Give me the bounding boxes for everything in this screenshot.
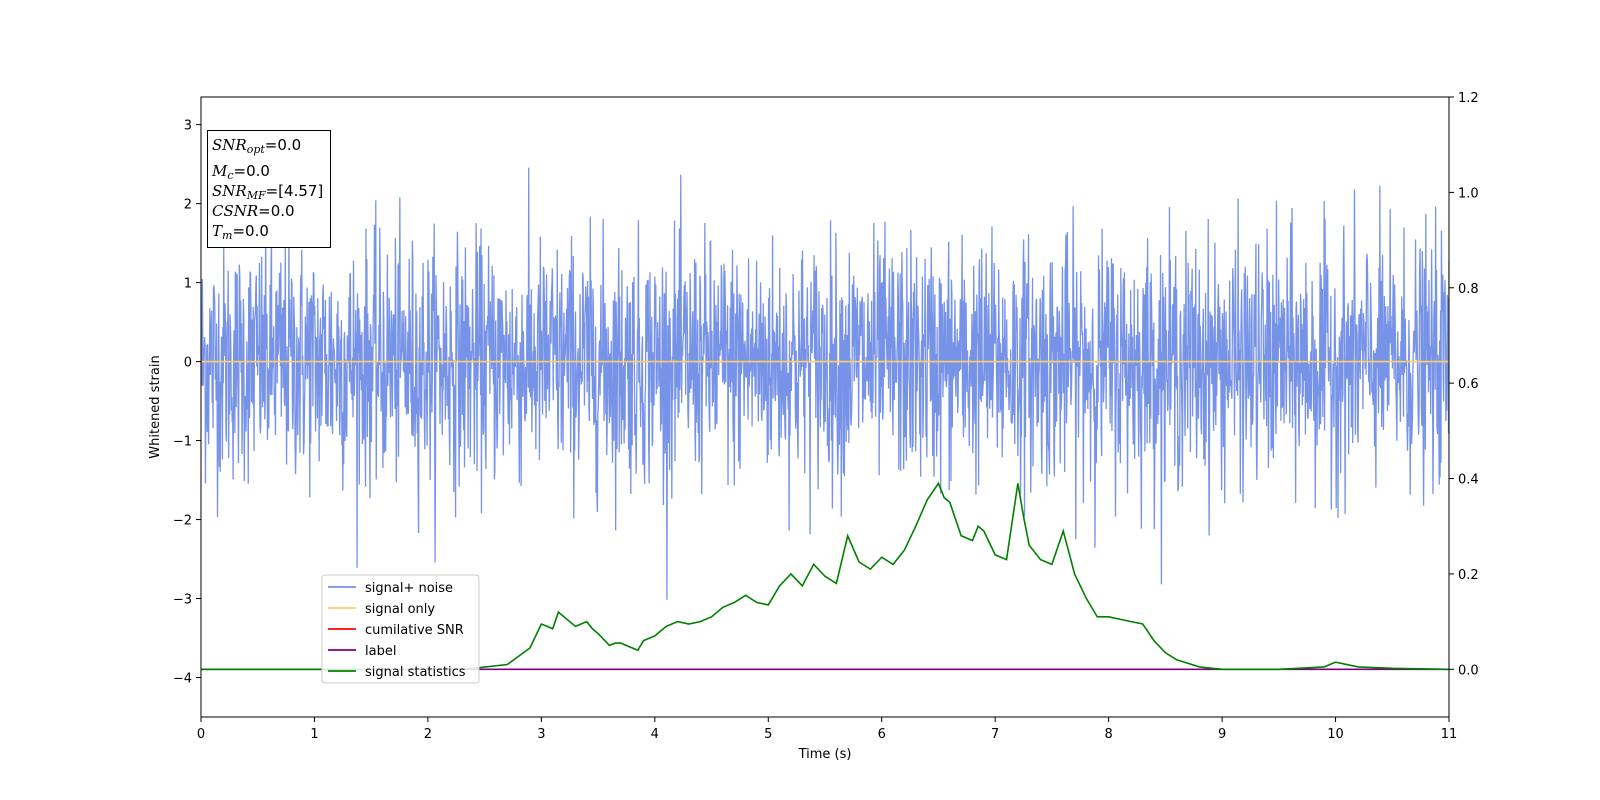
series-signal-noise — [201, 167, 1449, 600]
snr-opt-symbol: SNR — [212, 136, 247, 154]
csnr-value: =0.0 — [258, 202, 295, 220]
snr-mf-subscript: MF — [246, 189, 266, 202]
y-tick-label: 0 — [184, 356, 192, 371]
x-tick-label: 3 — [537, 727, 545, 742]
legend-box — [321, 574, 480, 684]
legend: signal+ noise signal only cumilative SNR la… — [321, 574, 480, 684]
x-axis-ticks: 0 1 2 3 4 5 6 7 8 9 10 11 — [197, 717, 1457, 742]
y-tick-label: 2 — [184, 198, 192, 213]
snr-opt-subscript: opt — [246, 143, 265, 156]
x-tick-label: 10 — [1327, 727, 1344, 742]
y2-tick-label: 0.0 — [1458, 663, 1479, 678]
x-tick-label: 2 — [424, 727, 432, 742]
y2-tick-label: 0.2 — [1458, 568, 1479, 583]
stats-snr-opt: SNRopt=0.0 — [212, 135, 330, 161]
y-tick-label: −4 — [173, 672, 192, 687]
y2-tick-label: 0.6 — [1458, 377, 1479, 392]
x-axis-label: Time (s) — [798, 747, 852, 762]
snr-mf-symbol: SNR — [212, 182, 247, 200]
noise-series-layer — [201, 167, 1449, 600]
x-tick-label: 6 — [878, 727, 886, 742]
x-tick-label: 1 — [310, 727, 318, 742]
legend-label: cumilative SNR — [365, 623, 464, 638]
y-tick-label: −2 — [173, 514, 192, 529]
y-tick-label: −3 — [173, 593, 192, 608]
csnr-symbol: CSNR — [212, 202, 259, 220]
stats-snr-mf: SNRMF=[4.57] — [212, 181, 330, 202]
mc-symbol: M — [212, 162, 228, 180]
y2-tick-label: 0.8 — [1458, 282, 1479, 297]
mc-subscript: c — [227, 169, 234, 182]
plot-frame — [200, 96, 1450, 718]
snr-mf-value: =[4.57] — [265, 182, 324, 200]
y-tick-label: −1 — [173, 435, 192, 450]
snr-opt-value: =0.0 — [264, 136, 302, 154]
stats-box: SNRopt=0.0 Mc=0.0 SNRMF=[4.57] CSNR=0.0 … — [207, 130, 331, 248]
legend-label: label — [365, 644, 396, 659]
y-axis-label: Whitened strain — [148, 355, 163, 458]
x-tick-label: 5 — [764, 727, 772, 742]
y2-tick-label: 1.2 — [1458, 91, 1479, 106]
tm-symbol: T — [212, 222, 223, 240]
legend-label: signal+ noise — [365, 581, 453, 596]
x-tick-label: 4 — [651, 727, 659, 742]
y2-axis-ticks: 0.0 0.2 0.4 0.6 0.8 1.0 1.2 — [1449, 91, 1479, 678]
x-tick-label: 8 — [1104, 727, 1112, 742]
y2-tick-label: 1.0 — [1458, 186, 1479, 201]
legend-label: signal only — [365, 602, 435, 617]
mc-value: =0.0 — [233, 162, 270, 180]
x-tick-label: 0 — [197, 727, 205, 742]
tm-subscript: m — [222, 229, 233, 242]
tm-value: =0.0 — [232, 222, 269, 240]
y-axis-ticks: −4 −3 −2 −1 0 1 2 3 — [173, 119, 201, 687]
legend-label: signal statistics — [365, 665, 466, 680]
x-tick-label: 9 — [1218, 727, 1226, 742]
y-tick-label: 3 — [184, 119, 192, 134]
series-signal-statistics — [201, 481, 1449, 671]
y-tick-label: 1 — [184, 277, 192, 292]
stats-tm: Tm=0.0 — [212, 221, 330, 242]
x-tick-label: 7 — [991, 727, 999, 742]
stats-mc: Mc=0.0 — [212, 161, 330, 182]
stats-csnr: CSNR=0.0 — [212, 201, 330, 221]
y2-tick-label: 0.4 — [1458, 473, 1479, 488]
x-tick-label: 11 — [1441, 727, 1458, 742]
